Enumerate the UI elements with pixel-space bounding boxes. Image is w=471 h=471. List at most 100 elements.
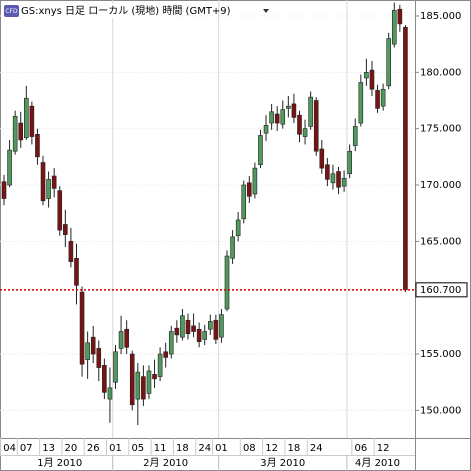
candle-body bbox=[308, 96, 313, 127]
title-dropdown-arrow[interactable] bbox=[263, 9, 269, 13]
candle-body bbox=[252, 167, 258, 195]
candle-body bbox=[74, 257, 79, 286]
candle-body bbox=[196, 328, 202, 342]
candle-body bbox=[1, 181, 7, 199]
month-label: 4月 2010 bbox=[355, 457, 400, 469]
candle-body bbox=[241, 184, 247, 220]
candle-body bbox=[258, 135, 263, 166]
candle-body bbox=[29, 105, 35, 137]
x-tick-label: 07 bbox=[20, 443, 33, 454]
candle-body bbox=[124, 328, 129, 348]
x-tick-label: 24 bbox=[310, 443, 323, 454]
candle-body bbox=[191, 325, 196, 332]
candle-body bbox=[319, 148, 325, 169]
x-tick-label: 06 bbox=[354, 443, 367, 454]
y-tick-label: 175.000 bbox=[420, 124, 461, 135]
x-tick-label: 12 bbox=[377, 443, 390, 454]
x-tick-label: 12 bbox=[265, 443, 278, 454]
candle-body bbox=[18, 122, 24, 141]
candle-body bbox=[347, 150, 352, 175]
x-tick-label: 26 bbox=[87, 443, 100, 454]
candle-body bbox=[224, 255, 230, 310]
candle-body bbox=[79, 291, 85, 365]
candle-body bbox=[391, 10, 397, 45]
candle-body bbox=[375, 90, 380, 109]
candle-body bbox=[113, 351, 118, 383]
candle-body bbox=[102, 365, 107, 393]
candle-body bbox=[247, 182, 252, 197]
candle-body bbox=[90, 336, 96, 355]
candle-body bbox=[68, 241, 74, 262]
month-label: 2月 2010 bbox=[143, 457, 188, 469]
candle-body bbox=[118, 331, 124, 349]
candle-body bbox=[85, 342, 90, 360]
candle-body bbox=[168, 331, 174, 355]
candle-body bbox=[207, 321, 213, 330]
candle-body bbox=[230, 236, 235, 259]
chart-title[interactable]: GS:xnys 日足 ローカル (現地) 時間 (GMT+9) bbox=[21, 4, 231, 17]
candle-body bbox=[180, 315, 185, 338]
title-icon-text: CFD bbox=[5, 8, 18, 15]
candle-body bbox=[157, 353, 163, 377]
y-tick-label: 185.000 bbox=[420, 11, 461, 22]
candle-body bbox=[146, 370, 152, 394]
candle-body bbox=[96, 348, 102, 368]
candle-body bbox=[135, 371, 141, 400]
candle-body bbox=[213, 319, 219, 340]
candle-body bbox=[336, 171, 341, 188]
candle-body bbox=[46, 179, 51, 199]
candle-body bbox=[302, 128, 308, 137]
candle-body bbox=[397, 8, 403, 25]
y-tick-label: 170.000 bbox=[420, 180, 461, 191]
candle-body bbox=[380, 88, 386, 107]
x-tick-label: 04 bbox=[3, 443, 16, 454]
candle-body bbox=[263, 125, 269, 134]
candle-body bbox=[297, 114, 302, 135]
candle-body bbox=[358, 82, 364, 124]
x-tick-label: 18 bbox=[288, 443, 301, 454]
candle-body bbox=[364, 72, 369, 79]
candle-body bbox=[40, 162, 46, 202]
y-tick-label: 165.000 bbox=[420, 236, 461, 247]
candle-body bbox=[107, 387, 113, 400]
candle-body bbox=[202, 331, 208, 340]
x-tick-label: 20 bbox=[65, 443, 78, 454]
candle-body bbox=[35, 134, 40, 158]
candle-body bbox=[141, 376, 146, 400]
candle-body bbox=[24, 97, 29, 138]
y-tick-label: 150.000 bbox=[420, 405, 461, 416]
candle-body bbox=[163, 351, 168, 358]
y-tick-label: 155.000 bbox=[420, 349, 461, 360]
candle-body bbox=[352, 126, 358, 146]
candle-body bbox=[274, 113, 280, 124]
candle-body bbox=[7, 149, 12, 186]
candle-body bbox=[369, 69, 375, 90]
candle-body bbox=[63, 224, 68, 235]
title-background bbox=[3, 4, 173, 18]
candle-body bbox=[280, 109, 286, 125]
last-price-label: 160.700 bbox=[420, 285, 461, 296]
candle-body bbox=[235, 219, 241, 237]
candle-body bbox=[269, 111, 274, 124]
candle-body bbox=[286, 105, 291, 109]
candle-body bbox=[57, 190, 63, 231]
candle-body bbox=[341, 177, 347, 187]
candle-body bbox=[129, 353, 135, 406]
month-label: 3月 2010 bbox=[260, 457, 305, 469]
candle-body bbox=[330, 173, 336, 184]
title-icon bbox=[4, 5, 19, 17]
candle-body bbox=[219, 314, 224, 338]
x-tick-label: 11 bbox=[154, 443, 167, 454]
candle-body bbox=[51, 175, 57, 189]
x-tick-label: 05 bbox=[131, 443, 144, 454]
x-tick-label: 24 bbox=[198, 443, 211, 454]
candle-body bbox=[403, 26, 408, 291]
x-tick-label: 18 bbox=[176, 443, 189, 454]
last-price-box bbox=[415, 282, 468, 298]
candle-body bbox=[174, 327, 180, 336]
x-tick-label: 08 bbox=[243, 443, 256, 454]
x-tick-label: 01 bbox=[215, 443, 228, 454]
candle-body bbox=[386, 38, 391, 87]
candle-body bbox=[291, 103, 297, 118]
